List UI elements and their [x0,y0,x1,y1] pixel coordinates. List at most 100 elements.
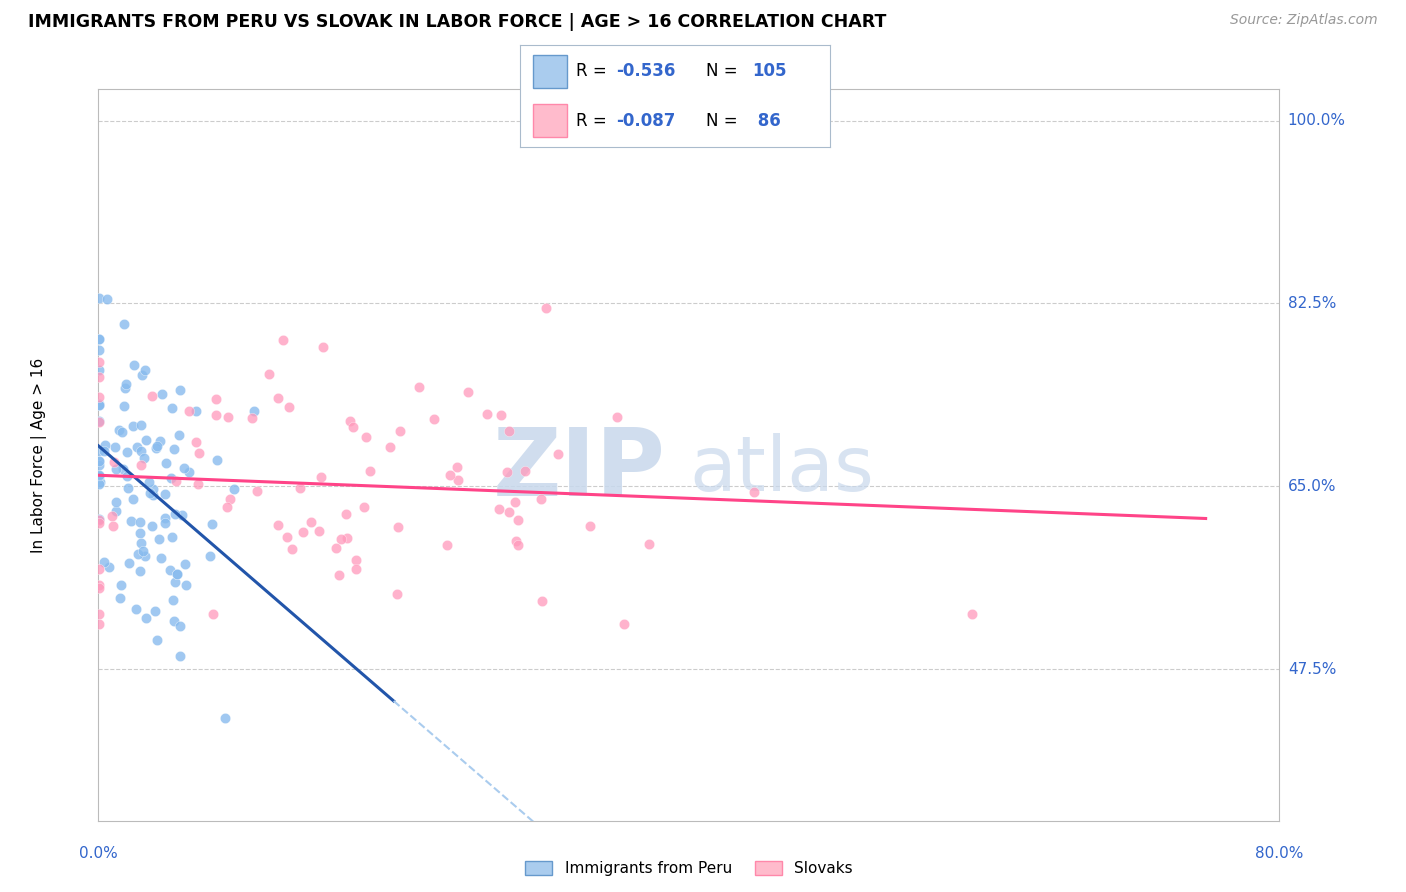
Point [89,454,111,468]
Point [170,508,193,522]
Text: 100.0%: 100.0% [1288,113,1346,128]
Point [89,581,111,595]
Point [132,543,155,558]
Point [257,367,280,381]
Point [506,538,529,552]
Point [162,592,184,607]
Point [606,410,628,425]
Point [139,485,162,500]
Point [101,519,124,533]
Point [117,481,139,495]
Point [101,508,124,523]
Point [103,455,125,469]
Point [160,530,183,544]
Point [160,471,183,485]
Point [89,332,111,346]
Point [222,482,245,496]
Point [359,464,381,478]
Point [531,594,554,608]
Point [112,399,135,413]
Point [142,482,165,496]
Point [89,332,111,346]
Point [242,404,264,418]
Point [207,452,229,467]
Point [104,495,127,509]
Point [89,617,111,632]
Point [135,433,157,447]
Point [408,380,430,394]
Point [173,461,195,475]
Point [104,461,127,475]
Point [201,517,224,532]
Text: 86: 86 [752,112,780,129]
Text: 65.0%: 65.0% [1288,479,1336,494]
Point [491,408,513,422]
Text: 0.0%: 0.0% [79,846,118,861]
Point [579,519,602,533]
Point [166,567,188,582]
Point [498,505,520,519]
Point [155,516,177,531]
Point [146,633,169,648]
Point [89,458,111,472]
Text: IMMIGRANTS FROM PERU VS SLOVAK IN LABOR FORCE | AGE > 16 CORRELATION CHART: IMMIGRANTS FROM PERU VS SLOVAK IN LABOR … [28,13,887,31]
Point [508,513,530,527]
Point [281,542,304,557]
Point [89,516,111,530]
Point [169,649,191,664]
Point [96,292,118,306]
Point [89,390,111,404]
Point [115,445,138,459]
Point [142,488,165,502]
Point [218,410,240,425]
Text: R =: R = [576,62,612,80]
Point [145,441,167,455]
Point [89,477,111,491]
Point [335,507,357,521]
Point [218,492,240,507]
Point [141,389,163,403]
Point [89,355,111,369]
Point [89,370,111,384]
Point [89,468,111,483]
Point [198,549,221,563]
Point [89,475,111,489]
Point [131,458,153,472]
Point [111,425,134,439]
Point [145,439,167,453]
Text: ZIP: ZIP [492,424,665,516]
Text: N =: N = [706,62,742,80]
Point [89,468,111,483]
Point [240,410,263,425]
Point [273,333,295,347]
Point [125,602,148,616]
Point [387,587,409,601]
Point [118,556,141,570]
Point [217,500,239,514]
Point [89,343,111,357]
Point [311,470,333,484]
Point [447,473,470,487]
Point [89,363,111,377]
Point [160,401,183,416]
Point [155,456,177,470]
Point [291,524,314,539]
Point [498,424,520,438]
Point [122,491,145,506]
Point [165,575,187,590]
Point [169,384,191,398]
Text: In Labor Force | Age > 16: In Labor Force | Age > 16 [31,358,48,552]
Point [93,555,115,569]
Point [153,487,176,501]
Point [129,418,152,433]
Point [112,462,135,476]
Point [214,711,236,725]
Point [108,591,131,605]
Point [138,475,160,489]
Point [962,607,984,622]
Point [423,411,446,425]
Point [127,547,149,561]
FancyBboxPatch shape [533,104,567,137]
Point [150,551,173,566]
Point [342,420,364,434]
